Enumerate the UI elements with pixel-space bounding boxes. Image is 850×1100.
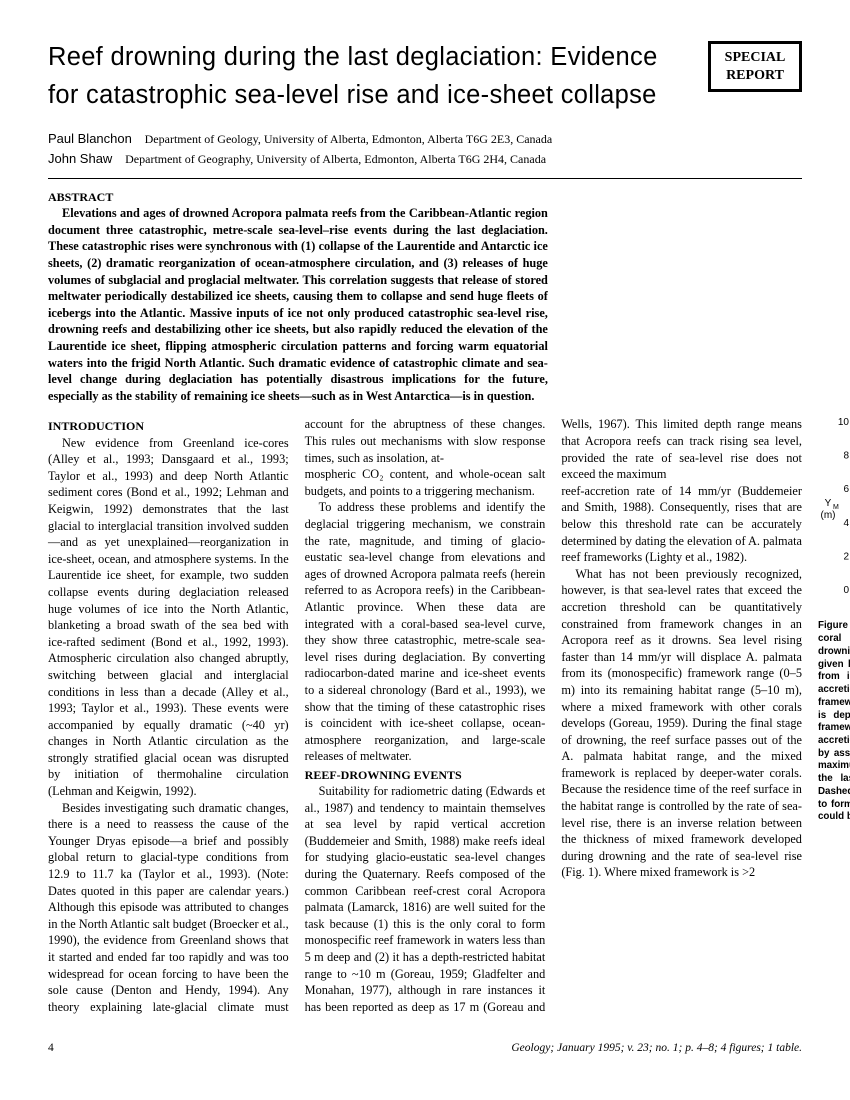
- abstract-text: Elevations and ages of drowned Acropora …: [48, 205, 548, 404]
- author-name: John Shaw: [48, 151, 112, 166]
- special-report-badge: SPECIAL REPORT: [708, 41, 802, 92]
- body-paragraph: To address these problems and identify t…: [305, 499, 546, 765]
- body-paragraph: New evidence from Greenland ice-cores (A…: [48, 435, 289, 800]
- author-affil: Department of Geography, University of A…: [125, 152, 546, 166]
- author-affil: Department of Geology, University of Alb…: [145, 132, 553, 146]
- author-name: Paul Blanchon: [48, 131, 132, 146]
- author-block: Paul Blanchon Department of Geology, Uni…: [48, 129, 802, 171]
- page-number: 4: [48, 1041, 54, 1057]
- special-line2: REPORT: [721, 67, 789, 85]
- body-paragraph: mospheric CO₂ content, and whole-ocean s…: [305, 466, 546, 499]
- svg-text:10: 10: [838, 417, 850, 428]
- svg-text:2: 2: [843, 552, 849, 563]
- svg-text:Y: Y: [825, 498, 832, 509]
- special-line1: SPECIAL: [721, 49, 789, 67]
- figure-1-caption: Figure 1. Relation between thickness of …: [818, 620, 850, 824]
- divider: [48, 178, 802, 179]
- section-heading: REEF-DROWNING EVENTS: [305, 767, 546, 783]
- body-paragraph: reef-accretion rate of 14 mm/yr (Buddeme…: [561, 483, 802, 566]
- abstract-heading: ABSTRACT: [48, 189, 548, 205]
- figure-1: 0204060801000246810SR(mm/yr)YM(m)YSYMLYF…: [818, 416, 850, 824]
- article-title: Reef drowning during the last deglaciati…: [48, 38, 694, 115]
- svg-text:6: 6: [843, 485, 849, 496]
- svg-text:0: 0: [843, 585, 849, 596]
- svg-text:(m): (m): [820, 510, 835, 521]
- citation-line: Geology; January 1995; v. 23; no. 1; p. …: [511, 1041, 802, 1057]
- svg-text:8: 8: [843, 451, 849, 462]
- section-heading: INTRODUCTION: [48, 418, 289, 434]
- figure-1-chart: 0204060801000246810SR(mm/yr)YM(m)YSYMLYF…: [818, 416, 850, 616]
- body-paragraph: What has not been previously recognized,…: [561, 566, 802, 881]
- svg-text:4: 4: [843, 518, 849, 529]
- page-footer: 4 Geology; January 1995; v. 23; no. 1; p…: [48, 1041, 802, 1057]
